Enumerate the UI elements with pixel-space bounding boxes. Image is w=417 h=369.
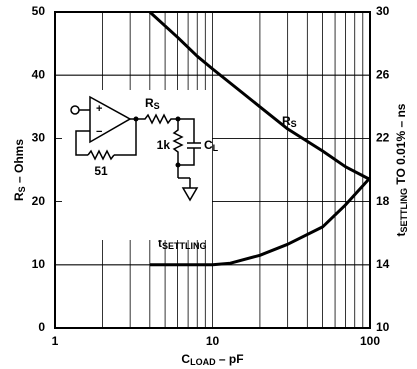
x-tick-label: 10 <box>206 334 220 348</box>
label-part: LOAD <box>190 357 216 367</box>
wire <box>178 148 195 166</box>
cap-label: CL <box>204 138 219 153</box>
series-line <box>148 10 371 181</box>
y2-tick-label: 22 <box>376 131 390 145</box>
y-tick-label: 10 <box>32 257 46 271</box>
wire <box>75 130 90 156</box>
series-line <box>149 176 372 267</box>
x-tick-label: 1 <box>52 334 59 348</box>
label-part: SETTLING <box>162 241 207 251</box>
wire <box>114 119 137 156</box>
label-part: – pF <box>216 352 244 366</box>
y-tick-label: 30 <box>32 131 46 145</box>
y-axis-label: RS – Ohms <box>12 139 27 201</box>
resistor-51 <box>87 149 115 161</box>
x-axis-label: CLOAD – pF <box>181 352 243 367</box>
resistor-rs <box>130 113 178 125</box>
circuit-inset: + − RS 1k CL 51 <box>62 90 219 240</box>
label-part: t <box>394 233 408 237</box>
label-part: C <box>181 352 190 366</box>
series-label: tSETTLING <box>158 236 207 251</box>
label-part: t <box>158 236 162 250</box>
x-tick-label: 100 <box>360 334 380 348</box>
ground <box>181 187 199 202</box>
label-part: S <box>291 119 297 129</box>
y2-tick-label: 18 <box>376 194 390 208</box>
y-tick-label: 40 <box>32 67 46 81</box>
op-amp <box>89 95 132 144</box>
minus-sign: − <box>96 126 102 138</box>
feedback-label: 51 <box>94 164 108 178</box>
label-part: R <box>282 114 291 128</box>
label-part: R <box>12 192 26 201</box>
y2-tick-label: 14 <box>376 257 390 271</box>
label-part: TO 0.01% – ns <box>394 103 408 188</box>
y-tick-label: 50 <box>32 4 46 18</box>
y2-tick-label: 26 <box>376 67 390 81</box>
plot-frame <box>54 11 371 329</box>
series-label: RS <box>282 114 297 129</box>
y-tick-label: 20 <box>32 194 46 208</box>
rs-label: RS <box>145 96 160 111</box>
node <box>175 162 181 168</box>
resistor-label: 1k <box>157 138 171 152</box>
input-terminal <box>70 105 80 115</box>
y2-tick-label: 30 <box>376 4 390 18</box>
label-part: SETTLING <box>399 188 409 233</box>
y2-tick-label: 10 <box>376 320 390 334</box>
plus-sign: + <box>96 103 102 115</box>
resistor-1k <box>172 119 184 178</box>
label-part: – Ohms <box>12 139 26 187</box>
y-tick-label: 0 <box>38 320 45 334</box>
wire <box>178 118 195 143</box>
label-part: S <box>17 186 27 192</box>
y2-axis-label: tSETTLING TO 0.01% – ns <box>394 103 409 236</box>
